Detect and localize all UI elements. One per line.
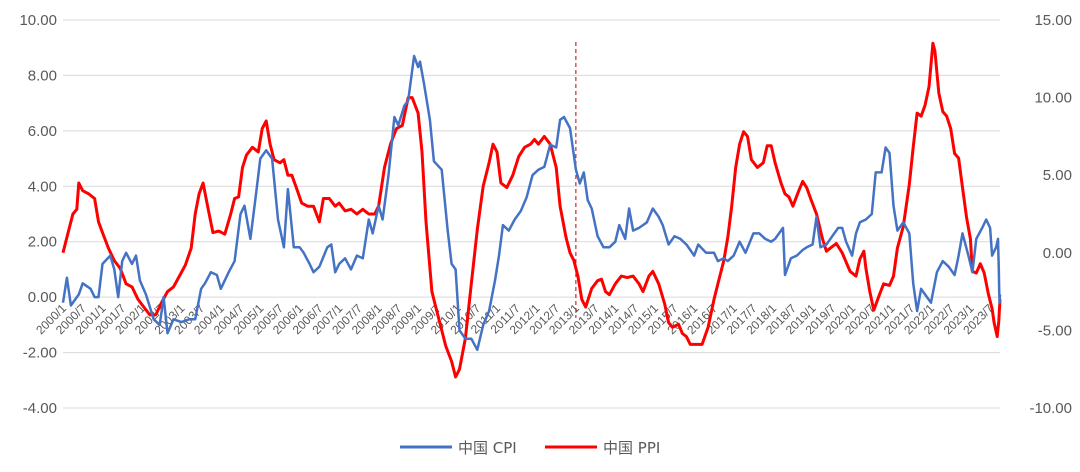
legend-label-ppi: 中国 PPI [603,439,660,457]
left-y-tick-label: 0.00 [28,289,57,306]
left-y-tick-label: 6.00 [28,123,57,140]
right-y-axis-ticks: 15.00 10.00 5.00 0.00 -5.00 -10.00 [1029,12,1072,417]
series-line-cpi [61,54,1002,352]
left-y-axis-ticks: 10.00 8.00 6.00 4.00 2.00 0.00 -2.00 -4.00 [19,12,57,417]
left-y-tick-label: 8.00 [28,67,57,84]
left-y-tick-label: -2.00 [23,345,57,362]
right-y-tick-label: 0.00 [1043,245,1072,262]
series-line-ppi [61,41,1002,379]
left-y-tick-label: -4.00 [23,400,57,417]
left-y-tick-label: 10.00 [19,12,57,29]
left-y-tick-label: 2.00 [28,234,57,251]
series-lines [61,41,1002,379]
right-y-tick-label: 15.00 [1034,12,1072,29]
left-y-tick-label: 4.00 [28,178,57,195]
legend: 中国 CPI 中国 PPI [400,439,660,457]
legend-label-cpi: 中国 CPI [458,439,517,457]
x-axis-ticks: 2000/12000/72001/12001/72002/12002/72003… [33,301,996,337]
gridlines [63,19,1000,409]
right-y-tick-label: 5.00 [1043,167,1072,184]
right-y-tick-label: -10.00 [1029,400,1072,417]
right-y-tick-label: -5.00 [1038,322,1072,339]
right-y-tick-label: 10.00 [1034,90,1072,107]
